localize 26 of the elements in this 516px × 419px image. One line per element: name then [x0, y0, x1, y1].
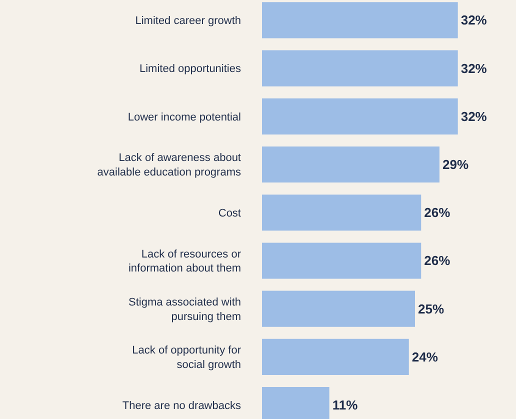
data-label: 26%: [424, 205, 451, 220]
y-tick-label: Limited career growth: [135, 15, 241, 28]
y-tick-label: Lack of awareness about available education programs: [97, 152, 242, 179]
data-label: 11%: [332, 398, 358, 413]
data-label: 25%: [418, 301, 444, 316]
data-label: 24%: [412, 349, 438, 364]
data-label: 32%: [460, 12, 488, 28]
bar: [262, 338, 409, 375]
bar: [262, 2, 458, 38]
y-tick-label: Lower income potential: [128, 111, 241, 124]
bar: [262, 242, 422, 279]
y-tick-label: Limited opportunities: [139, 63, 242, 76]
y-tick-label: Cost: [218, 207, 241, 220]
bar: [262, 146, 440, 183]
bar: [262, 50, 458, 86]
data-label: 26%: [424, 253, 451, 268]
data-label: 29%: [442, 157, 469, 172]
y-tick-label: Stigma associated with pursuing them: [128, 296, 241, 323]
y-tick-label: There are no drawbacks: [122, 400, 242, 412]
bar: [262, 194, 422, 231]
data-label: 32%: [460, 60, 488, 76]
y-tick-label: Lack of resources or information about them: [128, 248, 242, 275]
bar: [262, 290, 415, 327]
data-label: 32%: [460, 108, 488, 124]
y-tick-label: Lack of opportunity for social growth: [132, 344, 242, 371]
bar: [262, 98, 458, 134]
